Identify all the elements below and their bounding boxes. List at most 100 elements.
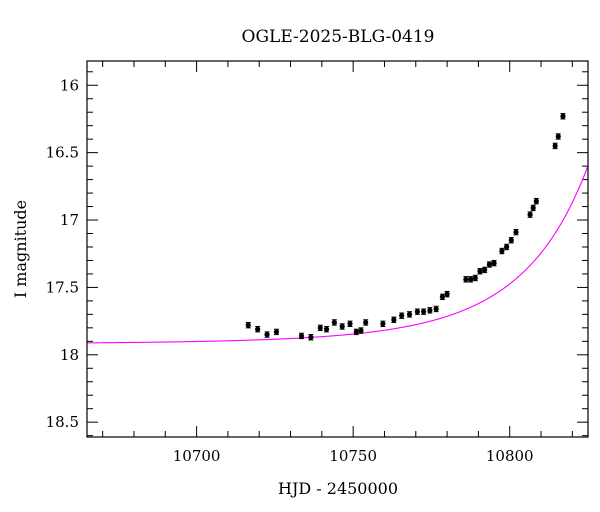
data-point xyxy=(555,133,561,140)
data-point xyxy=(380,320,386,327)
data-point xyxy=(513,228,519,236)
model-curve-group xyxy=(87,165,588,344)
point-marker xyxy=(482,267,488,273)
data-point xyxy=(358,327,364,334)
point-marker xyxy=(406,311,413,317)
point-marker xyxy=(380,321,386,327)
data-point xyxy=(427,307,433,314)
data-point xyxy=(463,276,469,283)
point-marker xyxy=(363,319,369,326)
y-tick-label: 17 xyxy=(60,211,79,229)
point-marker xyxy=(555,133,561,140)
data-point xyxy=(273,328,280,336)
data-point xyxy=(508,237,514,244)
point-marker xyxy=(552,143,558,149)
point-marker xyxy=(433,306,439,312)
point-marker xyxy=(245,322,251,328)
point-marker xyxy=(273,329,280,335)
point-marker xyxy=(399,313,405,319)
point-marker xyxy=(527,212,533,218)
point-marker xyxy=(467,276,474,282)
data-point xyxy=(499,247,505,255)
data-point xyxy=(467,276,474,283)
tick-labels: 10700 10750 10800 16 16.5 17 17.5 18 18.5 xyxy=(46,76,534,465)
data-point xyxy=(406,311,413,318)
data-point xyxy=(264,331,270,338)
data-point xyxy=(298,332,305,340)
point-marker xyxy=(427,307,433,313)
data-point xyxy=(347,320,353,327)
data-point xyxy=(331,319,337,326)
data-point xyxy=(255,325,261,333)
point-marker xyxy=(444,291,450,297)
point-marker xyxy=(391,317,397,323)
point-marker xyxy=(308,334,314,340)
point-marker xyxy=(560,113,566,119)
data-point xyxy=(421,308,427,315)
point-marker xyxy=(486,261,492,268)
point-marker xyxy=(414,309,420,315)
point-marker xyxy=(347,321,353,327)
y-tick-label: 18 xyxy=(60,346,79,364)
point-marker xyxy=(298,333,305,339)
data-points-group xyxy=(245,113,566,341)
data-point xyxy=(339,323,345,330)
x-tick-label: 10700 xyxy=(173,447,221,465)
point-marker xyxy=(491,260,497,266)
point-marker xyxy=(317,325,323,331)
data-point xyxy=(245,321,251,329)
point-marker xyxy=(463,276,469,282)
point-marker xyxy=(530,205,536,211)
data-point xyxy=(317,324,323,332)
point-marker xyxy=(339,323,345,330)
point-marker xyxy=(264,331,270,338)
data-point xyxy=(444,290,450,298)
y-tick-label: 17.5 xyxy=(46,278,79,296)
point-marker xyxy=(353,329,359,335)
axis-ticks xyxy=(87,61,588,437)
point-marker xyxy=(331,319,337,326)
point-marker xyxy=(499,248,505,254)
point-marker xyxy=(477,268,483,274)
data-point xyxy=(363,319,369,326)
point-marker xyxy=(503,244,510,250)
point-marker xyxy=(439,294,445,300)
model-curve xyxy=(87,165,588,344)
point-marker xyxy=(358,327,364,334)
point-marker xyxy=(508,237,514,243)
data-point xyxy=(527,211,533,218)
data-point xyxy=(399,312,405,319)
data-point xyxy=(560,113,566,120)
data-point xyxy=(503,243,510,251)
plot-frame xyxy=(86,60,589,438)
y-axis-label: I magnitude xyxy=(11,200,30,298)
data-point xyxy=(391,316,397,323)
data-point xyxy=(482,266,488,274)
point-marker xyxy=(421,309,427,315)
data-point xyxy=(491,259,497,267)
data-point xyxy=(472,274,478,282)
x-tick-label: 10750 xyxy=(329,447,377,465)
point-marker xyxy=(255,326,261,332)
data-point xyxy=(414,308,420,315)
data-point xyxy=(323,325,330,333)
chart-title: OGLE-2025-BLG-0419 xyxy=(242,27,435,47)
data-point xyxy=(477,268,483,275)
data-point xyxy=(486,261,492,268)
y-tick-label: 16.5 xyxy=(46,144,79,162)
point-marker xyxy=(533,198,539,204)
data-point xyxy=(533,197,539,205)
data-point xyxy=(308,334,314,341)
data-point xyxy=(439,293,445,301)
x-tick-label: 10800 xyxy=(486,447,534,465)
x-axis-label: HJD - 2450000 xyxy=(278,479,398,498)
point-marker xyxy=(323,326,330,332)
data-point xyxy=(552,142,558,150)
data-point xyxy=(530,204,536,212)
point-marker xyxy=(513,229,519,235)
point-marker xyxy=(472,275,478,281)
data-point xyxy=(353,328,359,336)
data-point xyxy=(433,305,439,313)
y-tick-label: 16 xyxy=(60,76,79,94)
